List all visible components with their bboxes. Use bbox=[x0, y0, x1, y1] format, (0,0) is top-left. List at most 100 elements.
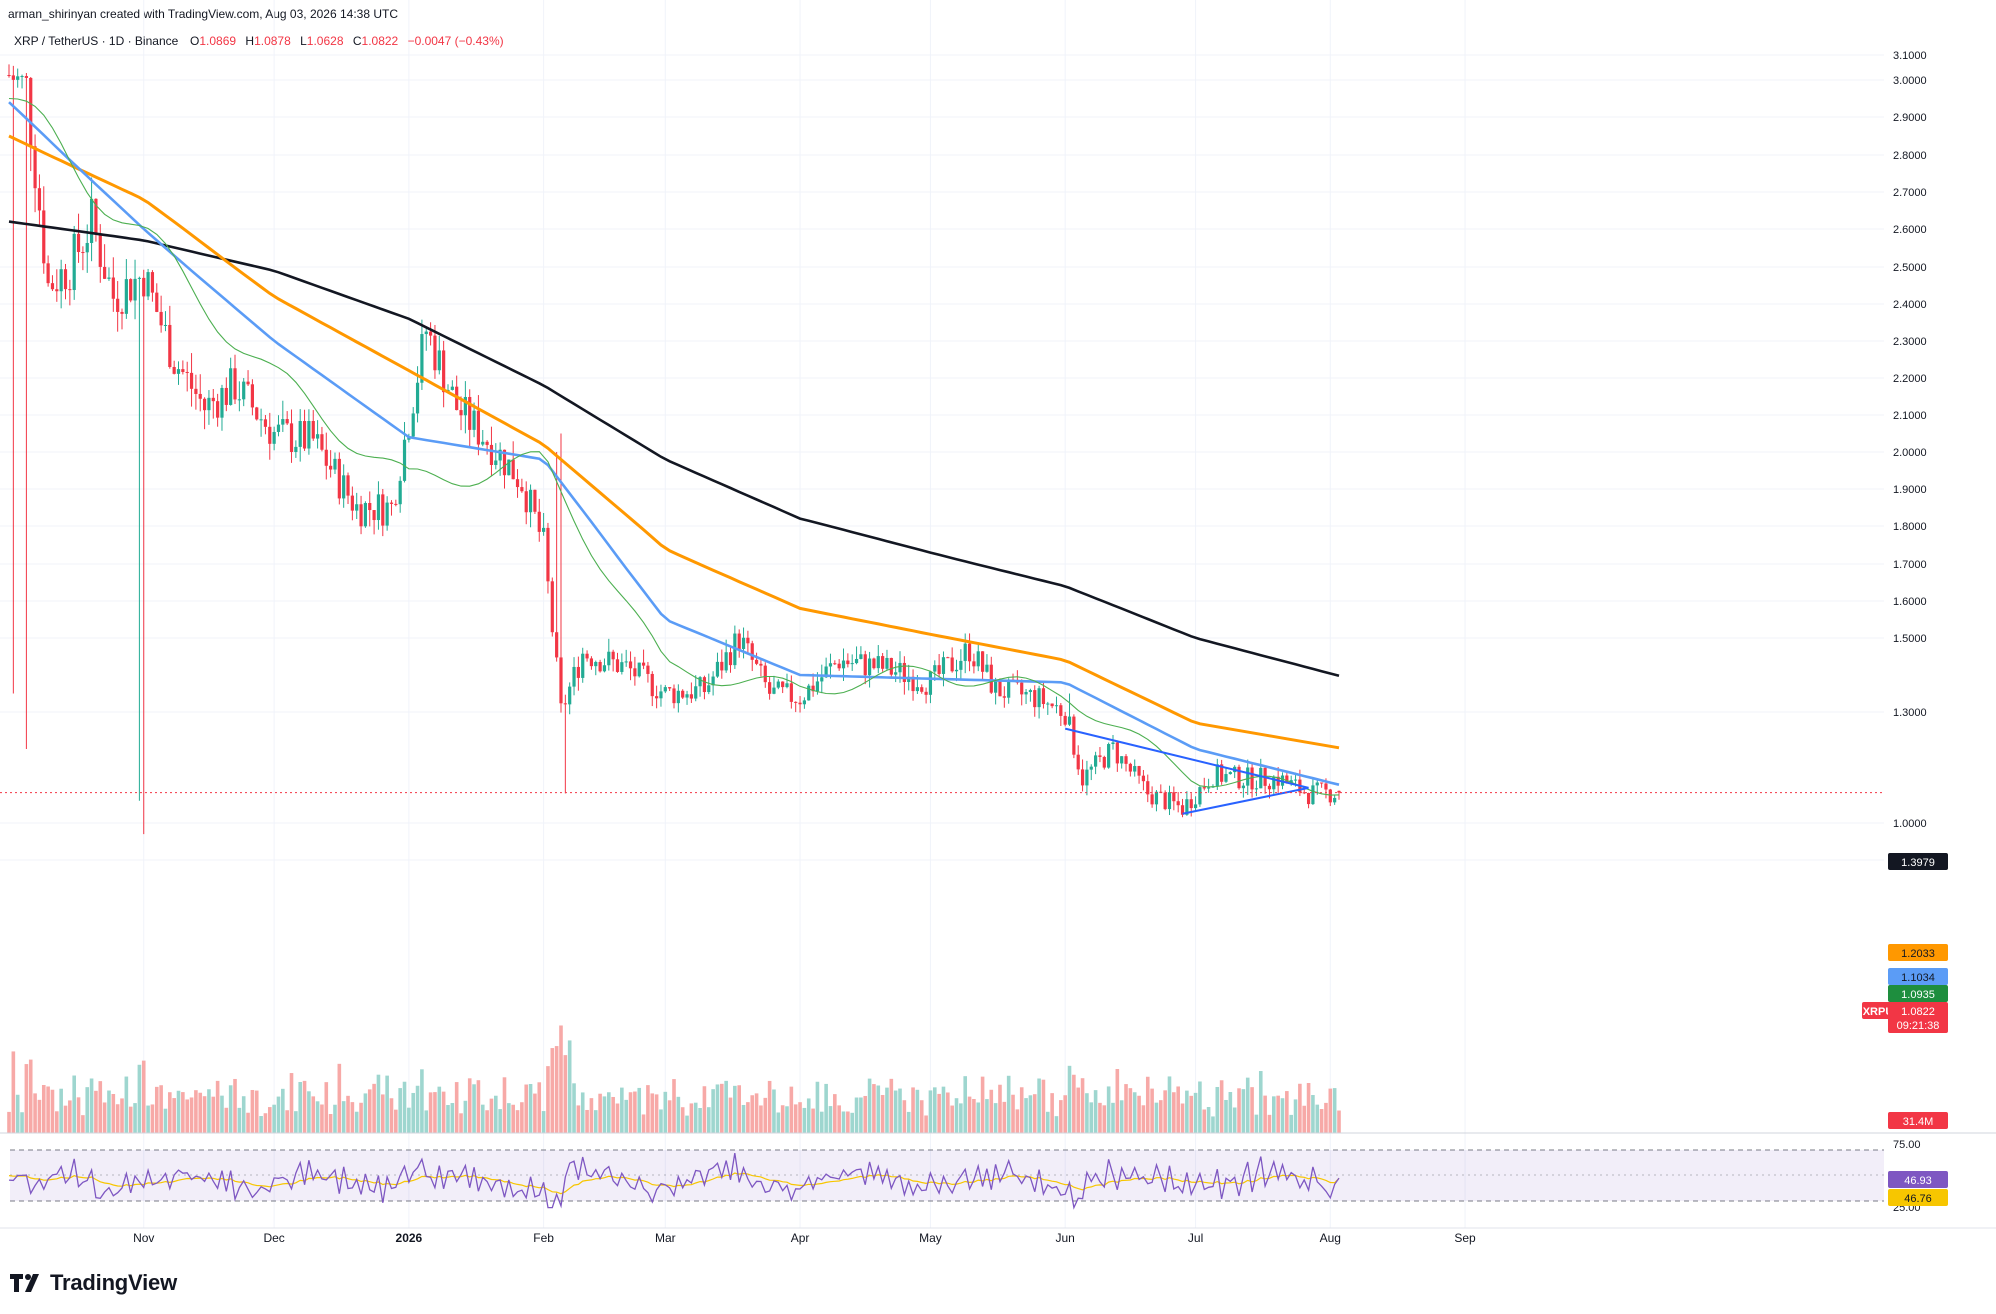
candle-body[interactable] bbox=[1076, 754, 1080, 770]
candle-body[interactable] bbox=[715, 661, 720, 677]
candle-body[interactable] bbox=[924, 691, 928, 695]
candle-body[interactable] bbox=[1237, 766, 1241, 789]
candle-body[interactable] bbox=[246, 381, 250, 385]
candle-body[interactable] bbox=[437, 350, 441, 371]
candle-body[interactable] bbox=[1024, 692, 1028, 695]
candle-body[interactable] bbox=[672, 688, 676, 704]
candle-body[interactable] bbox=[811, 685, 815, 692]
candle-body[interactable] bbox=[289, 423, 294, 452]
candle-body[interactable] bbox=[915, 687, 919, 692]
candle-body[interactable] bbox=[1059, 705, 1063, 716]
candle-body[interactable] bbox=[607, 651, 611, 666]
candle-body[interactable] bbox=[650, 673, 654, 697]
candle-body[interactable] bbox=[954, 669, 959, 672]
candle-body[interactable] bbox=[133, 278, 137, 301]
candle-body[interactable] bbox=[176, 369, 181, 374]
candle-body[interactable] bbox=[333, 458, 337, 470]
candle-body[interactable] bbox=[385, 502, 389, 526]
candle-body[interactable] bbox=[81, 252, 85, 254]
candle-body[interactable] bbox=[276, 424, 281, 432]
candle-body[interactable] bbox=[1028, 690, 1033, 693]
candle-body[interactable] bbox=[898, 662, 902, 673]
candle-body[interactable] bbox=[368, 502, 372, 511]
candle-body[interactable] bbox=[211, 397, 215, 402]
candle-body[interactable] bbox=[1054, 705, 1059, 707]
candle-body[interactable] bbox=[142, 277, 146, 297]
candle-body[interactable] bbox=[481, 441, 485, 445]
candle-body[interactable] bbox=[1120, 756, 1124, 764]
candle-body[interactable] bbox=[459, 410, 463, 416]
candle-body[interactable] bbox=[655, 696, 659, 699]
candle-body[interactable] bbox=[589, 658, 594, 667]
candle-body[interactable] bbox=[581, 653, 585, 678]
candle-body[interactable] bbox=[920, 687, 924, 692]
candle-body[interactable] bbox=[194, 388, 198, 394]
candle-body[interactable] bbox=[1041, 688, 1046, 705]
candle-body[interactable] bbox=[302, 421, 307, 449]
candle-body[interactable] bbox=[476, 410, 481, 445]
candle-body[interactable] bbox=[950, 657, 954, 672]
candle-body[interactable] bbox=[137, 277, 141, 279]
candle-body[interactable] bbox=[172, 366, 176, 374]
candle-body[interactable] bbox=[72, 233, 76, 291]
candle-body[interactable] bbox=[1207, 787, 1211, 789]
candle-body[interactable] bbox=[1133, 766, 1137, 772]
candle-body[interactable] bbox=[298, 421, 302, 447]
candle-body[interactable] bbox=[894, 672, 898, 675]
candle-body[interactable] bbox=[1333, 797, 1337, 803]
candle-body[interactable] bbox=[781, 681, 785, 688]
candle-body[interactable] bbox=[1050, 703, 1054, 707]
candle-body[interactable] bbox=[598, 661, 602, 672]
candle-body[interactable] bbox=[46, 263, 50, 284]
candle-body[interactable] bbox=[763, 665, 767, 683]
candle-body[interactable] bbox=[350, 495, 354, 511]
candle-body[interactable] bbox=[689, 694, 693, 699]
candle-body[interactable] bbox=[911, 676, 915, 692]
candle-body[interactable] bbox=[711, 676, 715, 686]
candle-body[interactable] bbox=[746, 637, 750, 644]
candle-body[interactable] bbox=[980, 651, 985, 672]
candle-body[interactable] bbox=[881, 656, 885, 669]
candle-body[interactable] bbox=[285, 419, 289, 424]
candle-body[interactable] bbox=[724, 652, 728, 671]
candle-body[interactable] bbox=[646, 665, 650, 674]
candle-body[interactable] bbox=[568, 686, 572, 705]
candle-body[interactable] bbox=[1250, 767, 1254, 790]
candle-body[interactable] bbox=[863, 654, 867, 676]
candle-body[interactable] bbox=[116, 298, 120, 312]
candle-body[interactable] bbox=[1337, 790, 1341, 793]
candle-body[interactable] bbox=[1220, 764, 1224, 782]
candle-body[interactable] bbox=[189, 372, 194, 389]
candle-body[interactable] bbox=[402, 439, 407, 481]
candle-body[interactable] bbox=[937, 665, 941, 674]
candle-body[interactable] bbox=[1285, 775, 1289, 784]
candle-body[interactable] bbox=[815, 681, 820, 692]
candle-body[interactable] bbox=[533, 489, 537, 512]
candle-body[interactable] bbox=[559, 657, 563, 704]
candle-body[interactable] bbox=[1094, 755, 1098, 767]
candle-body[interactable] bbox=[98, 233, 102, 267]
candle-body[interactable] bbox=[181, 369, 185, 372]
candle-body[interactable] bbox=[120, 311, 124, 314]
candle-body[interactable] bbox=[1311, 785, 1315, 805]
candle-body[interactable] bbox=[320, 434, 324, 450]
candle-body[interactable] bbox=[224, 387, 228, 405]
candle-body[interactable] bbox=[1320, 782, 1324, 784]
candle-body[interactable] bbox=[846, 660, 850, 665]
candle-body[interactable] bbox=[50, 283, 55, 290]
candle-body[interactable] bbox=[1189, 799, 1193, 809]
candle-body[interactable] bbox=[1259, 767, 1263, 789]
candle-body[interactable] bbox=[998, 680, 1002, 697]
candle-body[interactable] bbox=[520, 487, 524, 492]
candle-body[interactable] bbox=[511, 459, 515, 480]
candle-body[interactable] bbox=[1215, 764, 1219, 787]
candle-body[interactable] bbox=[641, 662, 646, 666]
candle-body[interactable] bbox=[1185, 799, 1189, 815]
candle-body[interactable] bbox=[859, 654, 863, 659]
candle-body[interactable] bbox=[941, 657, 946, 674]
candle-body[interactable] bbox=[229, 368, 233, 405]
candle-body[interactable] bbox=[146, 272, 150, 297]
candle-body[interactable] bbox=[1072, 716, 1076, 755]
candle-body[interactable] bbox=[1115, 742, 1119, 764]
candle-body[interactable] bbox=[315, 434, 320, 439]
